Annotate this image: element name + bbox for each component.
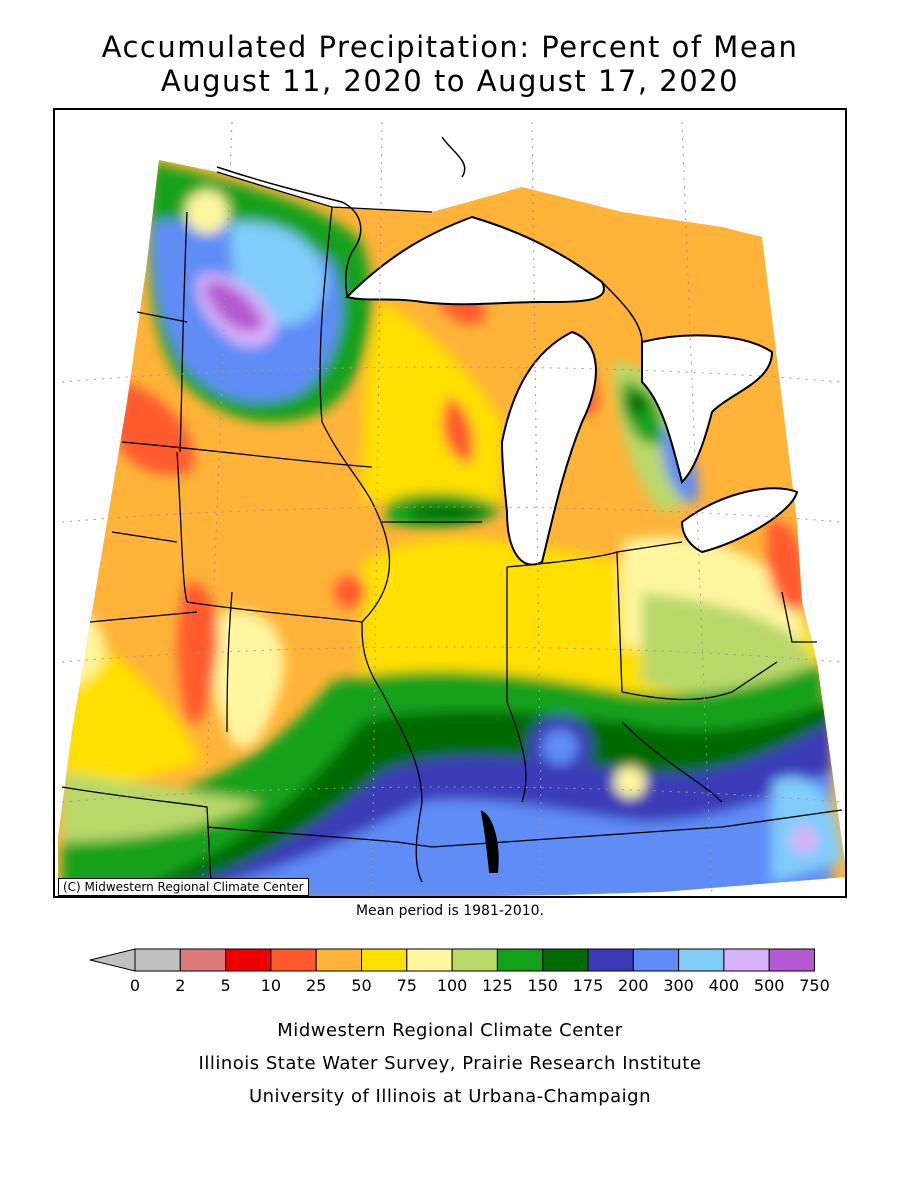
legend-swatch-75 bbox=[406, 948, 453, 972]
map-title: Accumulated Precipitation: Percent of Me… bbox=[101, 30, 799, 64]
legend-label-0: 0 bbox=[129, 976, 141, 995]
legend-label-2: 2 bbox=[175, 976, 186, 995]
graticule bbox=[61, 121, 843, 896]
legend-label-400: 400 bbox=[708, 976, 740, 995]
state-boundaries bbox=[61, 171, 843, 896]
legend-label-50: 50 bbox=[351, 976, 372, 995]
mean-period-note: Mean period is 1981-2010. bbox=[355, 903, 545, 919]
precipitation-map bbox=[53, 108, 847, 898]
legend-label-200: 200 bbox=[618, 976, 649, 995]
legend-label-5: 5 bbox=[220, 976, 231, 995]
great-lakes bbox=[345, 215, 799, 873]
map-canvas bbox=[58, 121, 845, 896]
legend-label-150: 150 bbox=[527, 976, 558, 995]
legend-label-500: 500 bbox=[753, 976, 785, 995]
copyright-label: (C) Midwestern Regional Climate Center bbox=[58, 878, 309, 896]
legend-swatch-200 bbox=[632, 948, 680, 972]
legend-label-75: 75 bbox=[396, 976, 417, 995]
legend-swatch-175 bbox=[587, 948, 634, 972]
legend-arrow-below bbox=[89, 948, 136, 972]
legend-label-25: 25 bbox=[306, 976, 327, 995]
coastline bbox=[216, 136, 643, 343]
map-date-range: August 11, 2020 to August 17, 2020 bbox=[160, 64, 740, 98]
legend-swatch-0 bbox=[134, 948, 181, 972]
legend-swatch-2 bbox=[179, 948, 227, 972]
footer-survey-name: Illinois State Water Survey, Prairie Res… bbox=[198, 1053, 702, 1074]
footer-center-name: Midwestern Regional Climate Center bbox=[277, 1020, 623, 1041]
legend-swatch-100 bbox=[451, 948, 498, 972]
legend-label-125: 125 bbox=[482, 976, 513, 995]
legend-label-175: 175 bbox=[572, 976, 604, 995]
legend-swatch-5 bbox=[225, 948, 272, 972]
legend-label-100: 100 bbox=[436, 976, 468, 995]
legend-swatch-125 bbox=[496, 948, 544, 972]
legend-label-750: 750 bbox=[799, 976, 830, 995]
color-legend bbox=[89, 948, 816, 972]
legend-swatch-25 bbox=[315, 948, 363, 972]
legend-swatch-400 bbox=[723, 948, 770, 972]
legend-labels: 0 2 5 10 25 50 75 100 125 150 175 200 300 400 500 750 bbox=[0, 976, 900, 998]
legend-swatch-300 bbox=[678, 948, 725, 972]
legend-swatch-10 bbox=[270, 948, 317, 972]
legend-swatch-500 bbox=[768, 948, 816, 972]
legend-label-300: 300 bbox=[663, 976, 694, 995]
legend-swatch-50 bbox=[361, 948, 408, 972]
legend-swatch-150 bbox=[542, 948, 589, 972]
footer-university: University of Illinois at Urbana-Champai… bbox=[248, 1086, 652, 1107]
legend-label-10: 10 bbox=[260, 976, 282, 995]
